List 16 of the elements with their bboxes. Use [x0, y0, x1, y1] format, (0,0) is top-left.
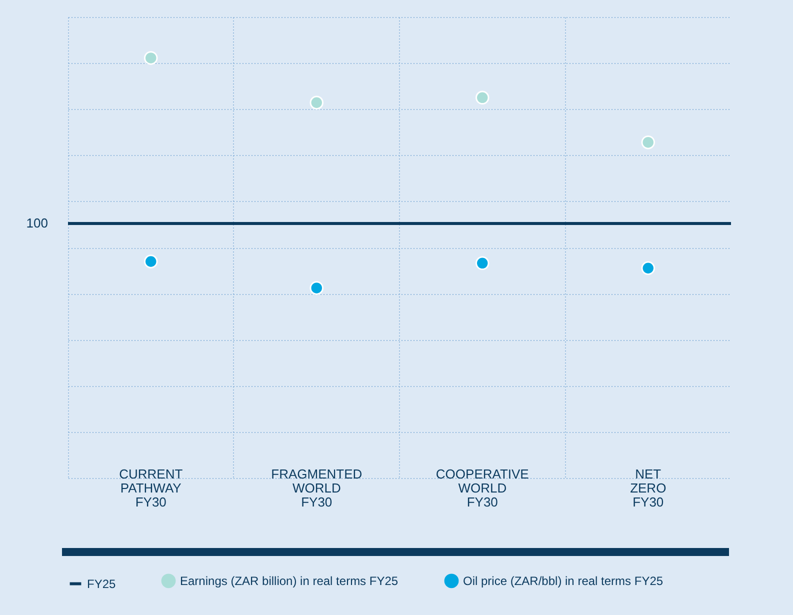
text: 100: [26, 215, 48, 230]
x-tick-label: NET ZERO FY30: [630, 466, 666, 510]
x-tick-label: FRAGMENTED WORLD FY30: [271, 466, 362, 510]
legend-label: FY25: [87, 576, 116, 591]
x-tick-label: CURRENT PATHWAY FY30: [119, 466, 183, 510]
point: [476, 256, 490, 270]
point: [310, 96, 324, 110]
point: [144, 51, 158, 65]
point: [641, 135, 655, 150]
point: [641, 261, 655, 275]
legend-label: Earnings (ZAR billion) in real terms FY25: [180, 574, 398, 588]
legend-label: Oil price (ZAR/bbl) in real terms FY25: [463, 574, 664, 588]
point: [144, 254, 158, 268]
point: [476, 90, 490, 105]
x-tick-label: COOPERATIVE WORLD FY30: [436, 466, 530, 510]
point: [310, 281, 324, 295]
